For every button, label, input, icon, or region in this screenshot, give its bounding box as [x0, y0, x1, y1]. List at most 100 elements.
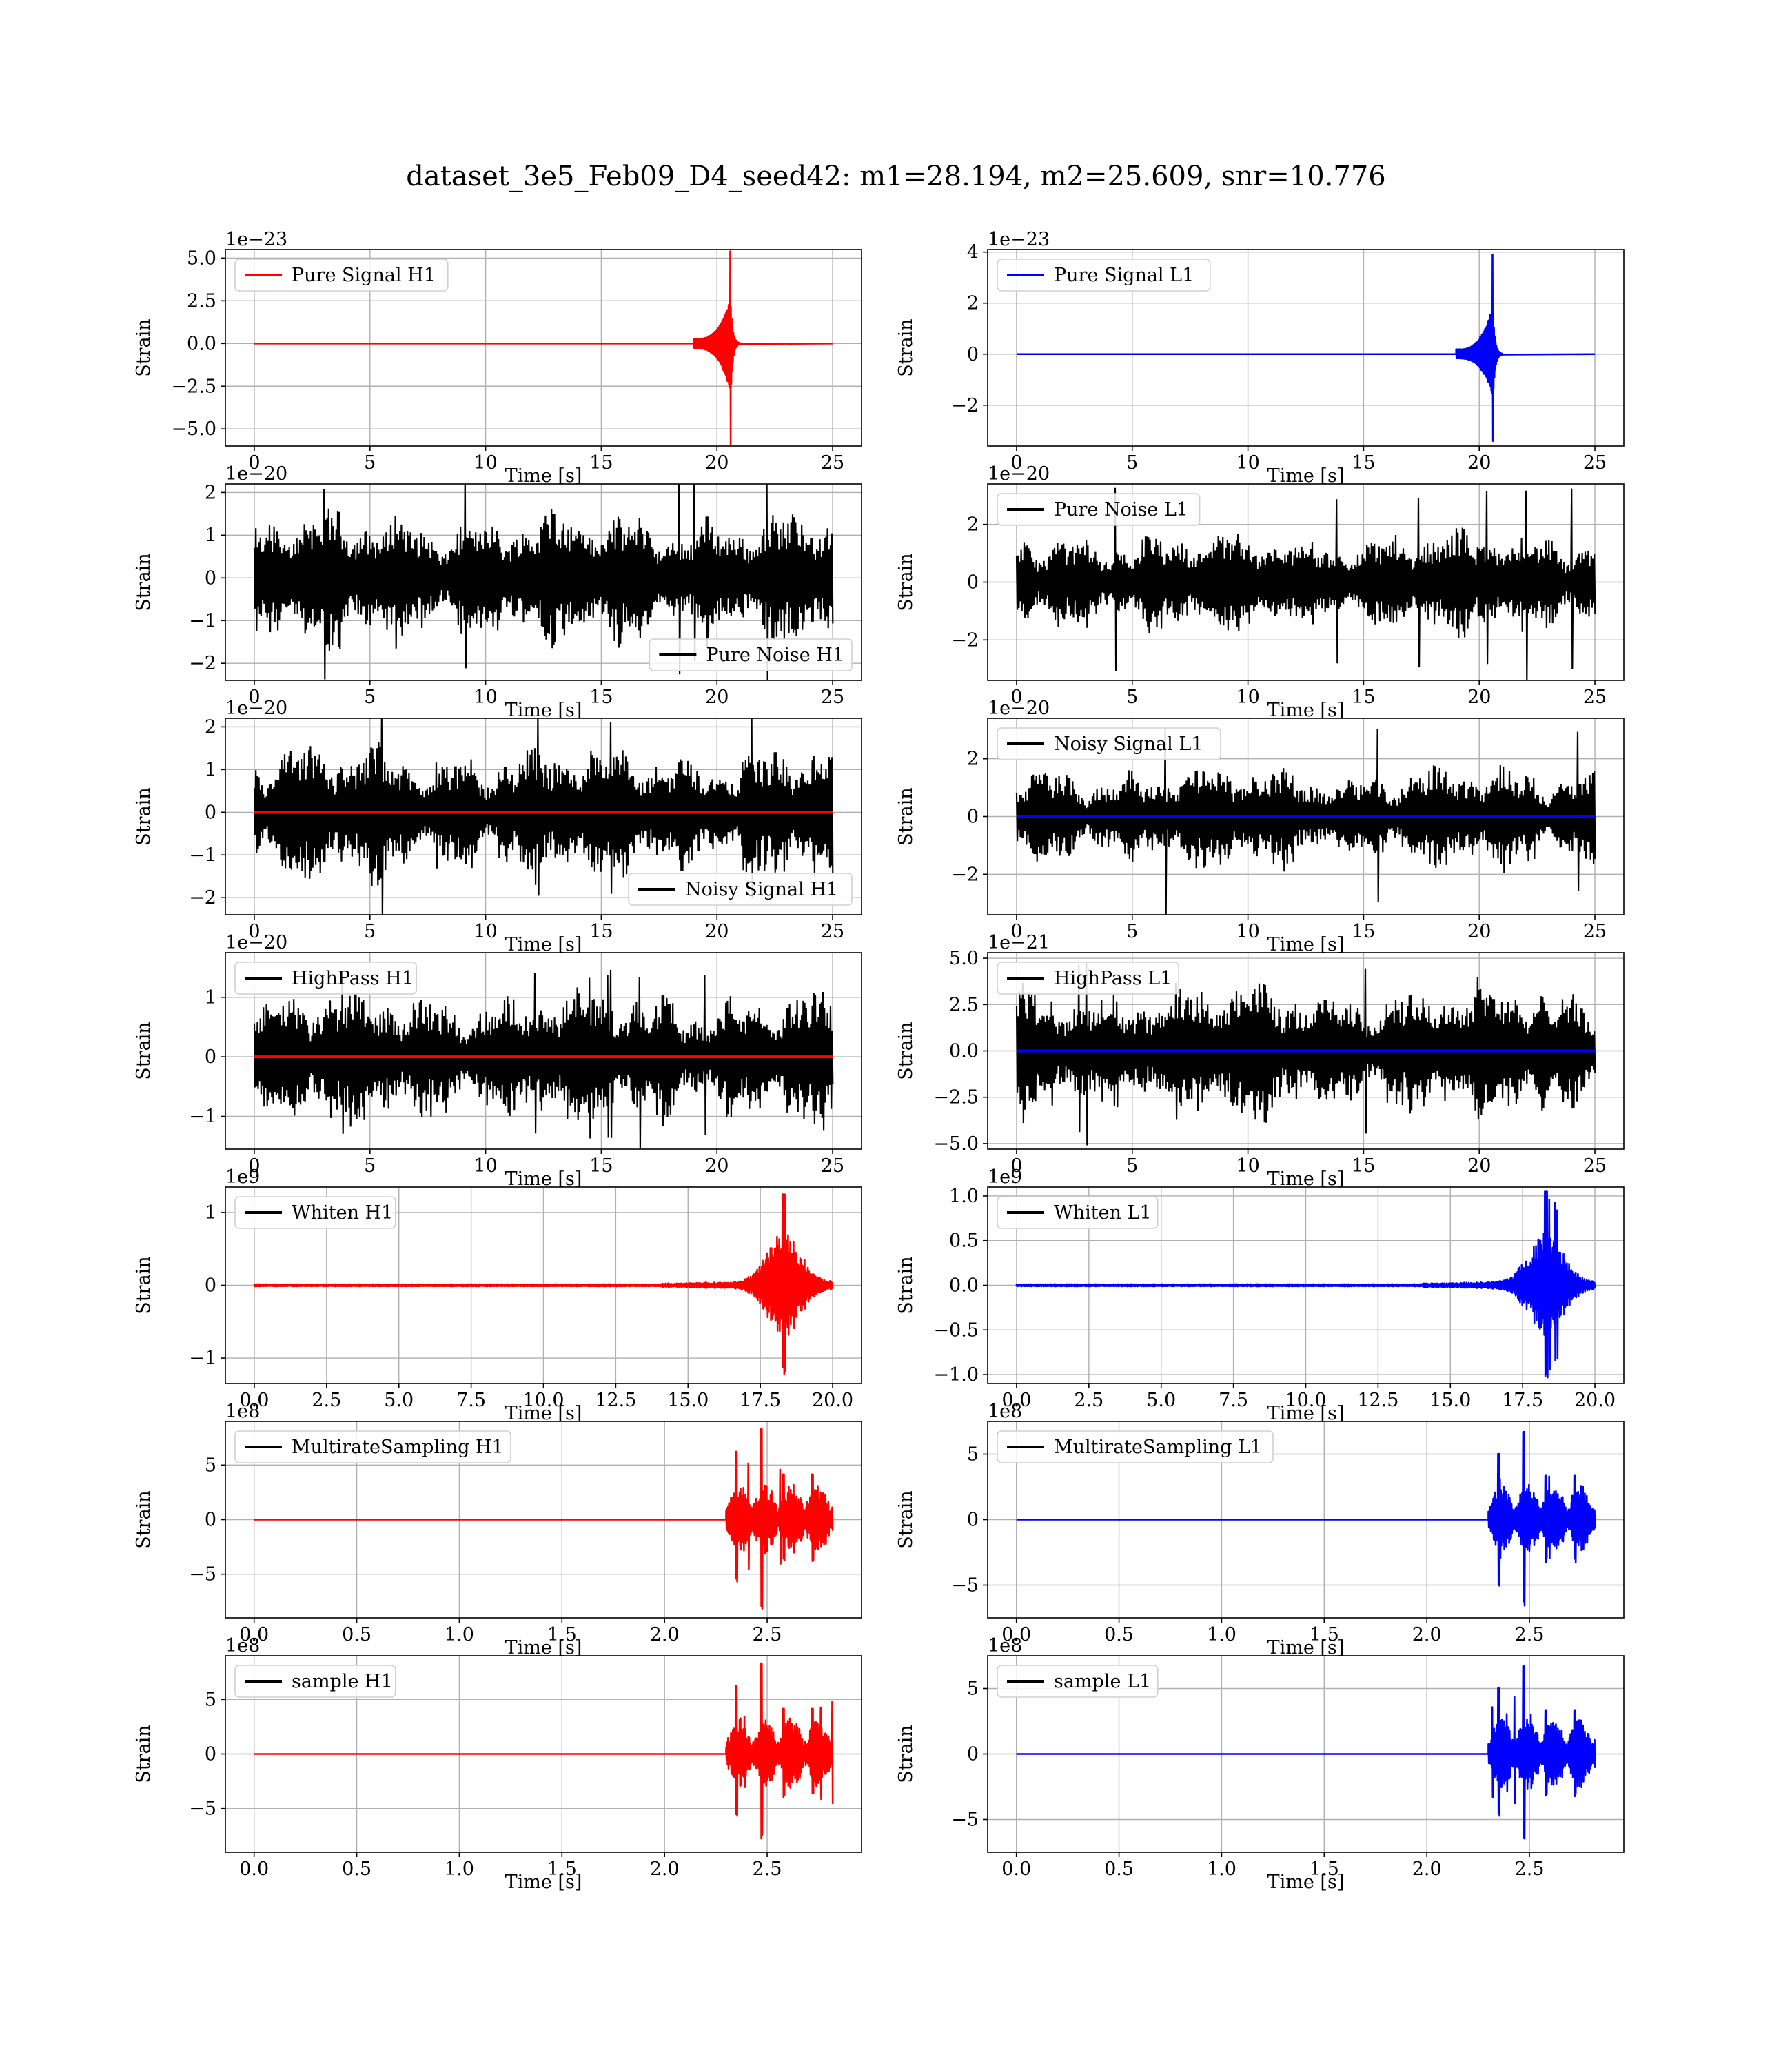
x-tick-label: 25 [821, 452, 844, 474]
y-axis-label: Strain [133, 787, 154, 845]
y-tick-label: −1 [189, 844, 216, 866]
y-tick-label: 0 [205, 567, 216, 589]
x-tick-label: 25 [1583, 921, 1607, 942]
y-tick-label: 1 [205, 987, 216, 1008]
axis-offset-text: 1e8 [988, 1635, 1022, 1656]
y-tick-label: −5 [189, 1798, 216, 1820]
y-tick-label: 0 [967, 1510, 979, 1531]
x-tick-label: 2.5 [753, 1858, 782, 1880]
legend-box [997, 962, 1180, 995]
y-axis-label: Strain [895, 318, 917, 376]
x-tick-label: 10 [1236, 1155, 1259, 1177]
x-tick-label: 0.5 [342, 1858, 371, 1880]
x-tick-label: 15 [589, 687, 613, 708]
x-tick-label: 5 [364, 452, 376, 474]
y-tick-label: −1 [189, 1106, 216, 1128]
y-axis-label: Strain [895, 787, 917, 845]
legend-label: Whiten L1 [1054, 1202, 1152, 1224]
y-axis-label: Strain [133, 1725, 154, 1783]
figure-title: dataset_3e5_Feb09_D4_seed42: m1=28.194, … [406, 161, 1386, 192]
y-axis-label: Strain [133, 1490, 154, 1548]
y-tick-label: 0.0 [187, 333, 216, 354]
y-axis-label: Strain [895, 1256, 917, 1314]
x-tick-label: 1.0 [1207, 1624, 1236, 1645]
y-tick-label: −2 [951, 395, 979, 416]
y-tick-label: 0 [205, 1046, 216, 1068]
x-tick-label: 2.5 [1515, 1858, 1545, 1880]
axes-frame [225, 249, 862, 447]
legend-label: sample H1 [292, 1671, 393, 1692]
y-tick-label: −5.0 [933, 1133, 979, 1155]
x-axis-label: Time [s] [1267, 934, 1345, 955]
x-tick-label: 15 [1352, 452, 1375, 474]
y-tick-label: 2 [967, 293, 979, 314]
x-tick-label: 25 [1583, 687, 1607, 708]
legend-box [234, 1430, 511, 1463]
x-axis-label: Time [s] [505, 1637, 582, 1659]
x-tick-label: 25 [1583, 1155, 1607, 1177]
legend: Whiten L1 [997, 1196, 1159, 1229]
legend-box [649, 638, 853, 671]
plot-area [1015, 487, 1596, 680]
y-tick-label: −2 [189, 653, 216, 674]
x-tick-label: 0 [248, 452, 260, 474]
x-tick-label: 15 [589, 452, 613, 474]
x-tick-label: 1.0 [445, 1858, 474, 1880]
y-axis-label: Strain [133, 1022, 154, 1079]
legend-box [997, 493, 1201, 526]
x-tick-label: 20 [705, 1155, 729, 1177]
series-line-multiratesampling-h1 [254, 1428, 834, 1610]
plot-area [253, 1193, 834, 1375]
y-tick-label: 0 [967, 807, 979, 828]
x-tick-label: 0.0 [239, 1624, 269, 1645]
y-tick-label: −0.5 [933, 1319, 979, 1341]
series-line-pure-signal-h1 [254, 250, 833, 445]
legend-label: HighPass H1 [292, 968, 414, 989]
plot-area [1016, 254, 1596, 442]
y-tick-label: −1.0 [933, 1364, 979, 1386]
axes-frame [225, 952, 862, 1150]
subplot-pure-signal-h1: 0 5 10 15 20 25 5.0 2.5 0.0 −2.5 −5.0 1e−23 Time [s]… [133, 229, 862, 487]
x-tick-label: 15 [589, 921, 613, 942]
x-tick-label: 1.5 [1310, 1858, 1339, 1880]
x-axis-label: Time [s] [1267, 1403, 1345, 1424]
plot-area [253, 969, 834, 1149]
series-line-noisy-signal-h1 [253, 718, 834, 915]
plot-area [1015, 961, 1596, 1146]
x-tick-label: 1.5 [547, 1858, 577, 1880]
subplot-multirate-l1: 0.0 0.5 1.0 1.5 2.0 2.5 5 0 −5 1e8 Time [s] Strain M… [895, 1401, 1625, 1659]
legend-box [234, 1196, 396, 1229]
y-tick-label: 0 [205, 1744, 216, 1765]
axis-offset-text: 1e−20 [225, 698, 287, 719]
y-tick-label: 5.0 [949, 948, 979, 969]
subplot-multirate-h1: 0.0 0.5 1.0 1.5 2.0 2.5 5 0 −5 1e8 Time [s] Strain M… [133, 1401, 862, 1659]
legend-label: Pure Noise H1 [706, 645, 844, 666]
x-tick-label: 2.0 [1412, 1858, 1442, 1880]
y-axis-label: Strain [895, 1022, 917, 1079]
x-tick-label: 5 [1126, 1155, 1138, 1177]
x-tick-label: 2.5 [1074, 1390, 1103, 1411]
x-tick-label: 7.5 [456, 1390, 486, 1411]
x-axis-label: Time [s] [505, 1872, 582, 1893]
subplot-highpass-l1: 0 5 10 15 20 25 5.0 2.5 0.0 −2.5 −5.0 1e−21 Time [s]… [895, 932, 1625, 1190]
axes-frame [225, 718, 862, 915]
x-tick-label: 0 [1010, 687, 1022, 708]
series-line-whiten-l1 [1015, 1190, 1596, 1379]
x-axis-label: Time [s] [1267, 700, 1345, 721]
axis-offset-text: 1e−20 [225, 932, 287, 953]
y-tick-label: 2 [967, 514, 979, 536]
series-line-pure-noise-h1 [253, 484, 834, 680]
x-tick-label: 12.5 [1357, 1390, 1398, 1411]
x-tick-label: 15 [1352, 1155, 1375, 1177]
x-axis-label: Time [s] [505, 934, 582, 955]
legend-box [997, 1430, 1274, 1463]
x-tick-label: 7.5 [1219, 1390, 1248, 1411]
x-tick-label: 2.0 [1412, 1624, 1442, 1645]
legend: Pure Signal H1 [234, 258, 449, 292]
legend: Pure Noise L1 [997, 493, 1201, 526]
y-tick-label: 0.0 [949, 1041, 979, 1062]
